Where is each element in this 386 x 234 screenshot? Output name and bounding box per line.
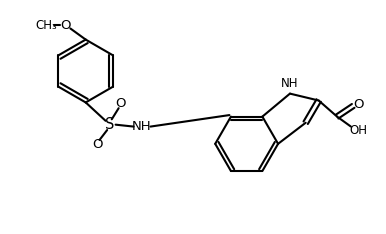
Text: O: O (61, 18, 71, 32)
Text: O: O (115, 97, 125, 110)
Text: OH: OH (349, 124, 367, 137)
Text: O: O (93, 138, 103, 151)
Text: CH₃: CH₃ (35, 18, 57, 32)
Text: NH: NH (281, 77, 298, 90)
Text: S: S (105, 117, 114, 132)
Text: NH: NH (132, 120, 152, 133)
Text: O: O (354, 98, 364, 111)
